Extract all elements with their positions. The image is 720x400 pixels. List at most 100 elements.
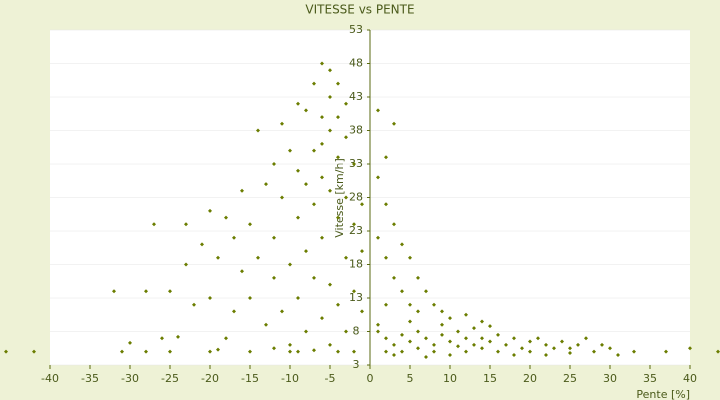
point <box>688 346 692 351</box>
x-tick-label: -5 <box>325 372 336 385</box>
point <box>384 336 388 341</box>
point <box>464 336 468 341</box>
point <box>716 349 720 354</box>
point <box>312 81 316 86</box>
y-tick-label: 3 <box>353 358 360 371</box>
point <box>592 349 596 354</box>
x-tick-label: 40 <box>683 372 697 385</box>
point <box>296 101 300 106</box>
point <box>336 215 340 220</box>
point <box>424 336 428 341</box>
point <box>456 329 460 334</box>
point <box>480 336 484 341</box>
point <box>384 255 388 260</box>
x-tick-label: 0 <box>367 372 374 385</box>
point <box>344 329 348 334</box>
point <box>400 332 404 337</box>
point <box>576 342 580 347</box>
point <box>384 349 388 354</box>
point <box>208 296 212 300</box>
point <box>264 322 268 327</box>
point <box>488 339 492 344</box>
point <box>496 349 500 354</box>
point <box>416 309 420 314</box>
point <box>344 255 348 260</box>
point <box>392 342 396 347</box>
x-tick-label: -15 <box>241 372 259 385</box>
point <box>144 349 148 354</box>
point <box>528 349 532 354</box>
point <box>336 81 340 86</box>
point <box>320 175 324 180</box>
point <box>160 336 164 341</box>
point <box>344 135 348 140</box>
chart-title: VITESSE vs PENTE <box>305 3 414 17</box>
point <box>512 336 516 341</box>
point <box>184 222 188 227</box>
point <box>360 309 364 314</box>
point <box>32 349 36 354</box>
point <box>328 282 332 287</box>
point <box>336 155 340 160</box>
point <box>528 339 532 344</box>
x-tick-label: -10 <box>281 372 299 385</box>
point <box>448 339 452 344</box>
point <box>392 275 396 280</box>
point <box>208 349 212 354</box>
point <box>344 195 348 200</box>
point <box>176 334 180 339</box>
point <box>384 202 388 207</box>
point <box>256 128 260 133</box>
point <box>472 342 476 347</box>
point <box>288 262 292 267</box>
point <box>328 68 332 73</box>
point <box>464 349 468 354</box>
point <box>496 332 500 337</box>
point <box>320 141 324 146</box>
point <box>568 350 572 355</box>
point <box>328 342 332 347</box>
point <box>432 302 436 307</box>
point <box>432 342 436 347</box>
point <box>152 222 156 227</box>
point <box>304 182 308 187</box>
point <box>424 289 428 294</box>
point <box>376 175 380 180</box>
point <box>392 222 396 227</box>
point <box>664 349 668 354</box>
point <box>200 242 204 247</box>
point <box>608 346 612 351</box>
point <box>352 289 356 294</box>
x-tick-label: -20 <box>201 372 219 385</box>
point <box>320 316 324 321</box>
point <box>384 302 388 307</box>
y-tick-label: 8 <box>353 325 360 338</box>
point <box>416 275 420 280</box>
x-tick-label: -40 <box>41 372 59 385</box>
x-tick-label: 15 <box>483 372 497 385</box>
point <box>280 195 284 200</box>
y-tick-label: 23 <box>349 224 363 237</box>
point <box>312 348 316 353</box>
point <box>400 349 404 354</box>
point <box>304 249 308 254</box>
point <box>448 316 452 321</box>
point <box>120 349 124 354</box>
point <box>376 108 380 113</box>
point <box>336 349 340 354</box>
x-tick-label: -30 <box>121 372 139 385</box>
point <box>360 249 364 254</box>
point <box>392 352 396 357</box>
point <box>552 346 556 351</box>
point <box>440 309 444 314</box>
point <box>296 215 300 220</box>
y-tick-label: 53 <box>349 23 363 36</box>
point <box>408 255 412 260</box>
x-axis-label: Pente [%] <box>636 388 690 400</box>
point <box>464 312 468 317</box>
point <box>232 309 236 314</box>
point <box>312 202 316 207</box>
point <box>480 319 484 324</box>
point <box>400 289 404 294</box>
point <box>296 296 300 300</box>
